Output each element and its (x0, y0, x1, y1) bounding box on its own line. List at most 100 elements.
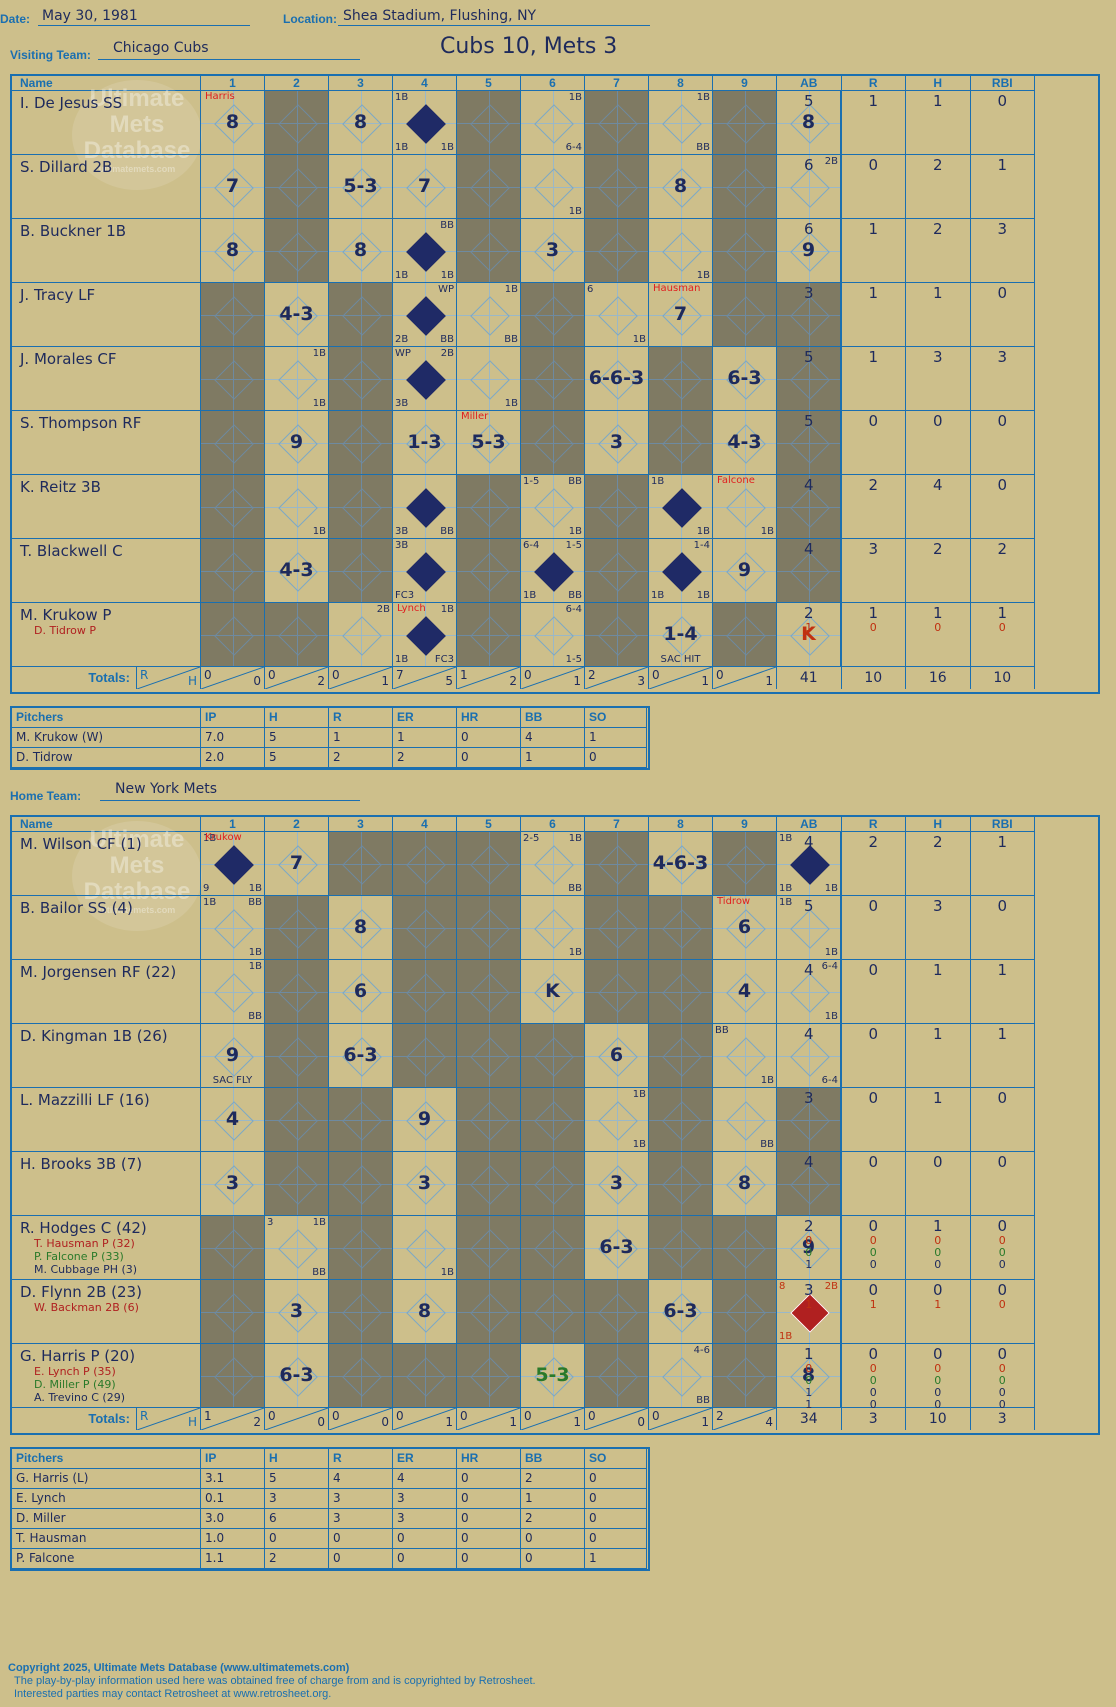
at-bat-cell: 4 (713, 960, 777, 1024)
base-diamond (213, 359, 254, 400)
cell-guide-v (808, 475, 810, 538)
stat-value: 0 (868, 961, 879, 979)
cell-guide-v (232, 283, 234, 346)
stat-value: 0 (998, 1386, 1006, 1399)
base-diamond (661, 1228, 702, 1269)
stat-cell-ab: 5 (777, 896, 842, 960)
stat-value: 3 (932, 348, 943, 366)
player-row-name: S. Dillard 2B (12, 155, 201, 219)
base-diamond (469, 908, 510, 949)
totals-slash (585, 1408, 648, 1430)
at-bat-cell: 3 (265, 1280, 329, 1344)
at-bat-cell: 6 (585, 1024, 649, 1088)
play-result: 5-3 (471, 430, 506, 453)
cell-guide-v (232, 1088, 234, 1151)
inning-header-9: 9 (713, 817, 777, 832)
pitcher-credit: Hausman (653, 283, 701, 294)
cell-guide-v (296, 475, 298, 538)
base-diamond (341, 295, 382, 336)
pitching-stat: 7.0 (201, 728, 265, 748)
stat-value: 1 (803, 1345, 814, 1363)
base-note: 1B (696, 270, 710, 281)
player-name: S. Dillard 2B (20, 158, 113, 176)
stat-cell-rbi: 0 (970, 475, 1035, 539)
at-bat-cell (329, 1280, 393, 1344)
cell-guide-v (360, 539, 362, 602)
substitute-name: T. Hausman P (32) (34, 1237, 135, 1250)
pitching-header-hr: HR (457, 708, 521, 728)
pitching-header-pitchers: Pitchers (12, 1449, 201, 1469)
base-note: 1B (568, 833, 582, 844)
total-r: 3 (842, 1408, 906, 1430)
base-diamond (405, 231, 446, 272)
base-diamond (469, 1100, 510, 1141)
base-note: 1-4 (693, 540, 710, 551)
stat-cell-rbi: 0 (970, 1152, 1035, 1216)
stat-value: 0 (868, 412, 879, 430)
cell-guide-v (808, 1216, 810, 1279)
visiting-team-label: Visiting Team: (10, 48, 91, 62)
inning-header-3: 3 (329, 817, 393, 832)
at-bat-cell: 3 (585, 411, 649, 475)
base-note: 6-4 (523, 540, 540, 551)
pitching-stat: 0 (521, 1529, 585, 1549)
player-name: K. Reitz 3B (20, 478, 101, 496)
stat-value: 4 (932, 476, 943, 494)
cell-guide-v (744, 1216, 746, 1279)
base-note: 1B (568, 206, 582, 217)
stat-value: 0 (868, 1281, 879, 1299)
player-name: M. Krukow P (20, 606, 112, 624)
stat-value: 1 (869, 1298, 877, 1311)
base-note: 1B (632, 1139, 646, 1150)
stat-value: 0 (997, 1153, 1008, 1171)
base-diamond (725, 231, 766, 272)
base-note: WP (438, 284, 454, 295)
at-bat-cell (201, 539, 265, 603)
base-diamond (469, 359, 510, 400)
cell-guide-v (680, 1216, 682, 1279)
base-note: 1B (760, 526, 774, 537)
totals-slash (393, 1408, 456, 1430)
base-diamond (469, 615, 510, 656)
base-note: 4-6 (693, 1345, 710, 1356)
pitcher-credit: Lynch (397, 603, 426, 614)
pitching-stat: 0 (457, 1529, 521, 1549)
base-note: 6-4 (565, 604, 582, 615)
at-bat-cell: 1B (649, 219, 713, 283)
pitching-stat: 2 (393, 748, 457, 768)
base-diamond (661, 487, 702, 528)
inning-header-3: 3 (329, 76, 393, 91)
watermark-url: ultimatemets.com (98, 905, 176, 915)
stat-cell-h: 0 (906, 1152, 971, 1216)
totals-label: Totals: (12, 667, 137, 689)
at-bat-cell (713, 91, 777, 155)
base-note: BB (568, 476, 582, 487)
pitching-stat: 3.1 (201, 1469, 265, 1489)
player-row-name: G. Harris P (20) E. Lynch P (35) D. Miller… (12, 1344, 201, 1408)
at-bat-cell (649, 896, 713, 960)
base-note: 1-5 (523, 476, 540, 487)
base-diamond (277, 167, 318, 208)
play-result: 6-3 (343, 1043, 378, 1066)
cell-guide-v (488, 960, 490, 1023)
base-diamond (405, 615, 446, 656)
cell-guide-v (680, 155, 682, 218)
pitching-header-er: ER (393, 708, 457, 728)
at-bat-cell: 6-6-3 (585, 347, 649, 411)
at-bat-cell: 6-4 1-5 (521, 603, 585, 667)
stat-value: 2 (932, 156, 943, 174)
player-row-name: D. Flynn 2B (23) W. Backman 2B (6) (12, 1280, 201, 1344)
pitching-stat: 3.0 (201, 1509, 265, 1529)
stat-header-r: R (841, 76, 906, 91)
base-note: 1B (504, 284, 518, 295)
play-result: 3 (609, 1171, 624, 1194)
base-note: 1B (824, 1011, 838, 1022)
at-bat-cell: 8 (201, 219, 265, 283)
at-bat-cell (329, 1216, 393, 1280)
base-diamond (597, 1356, 638, 1397)
cell-guide-v (552, 1280, 554, 1343)
cell-guide-v (488, 832, 490, 895)
pitching-stat: 0 (457, 748, 521, 768)
base-diamond (469, 1036, 510, 1077)
cell-guide-v (296, 1088, 298, 1151)
